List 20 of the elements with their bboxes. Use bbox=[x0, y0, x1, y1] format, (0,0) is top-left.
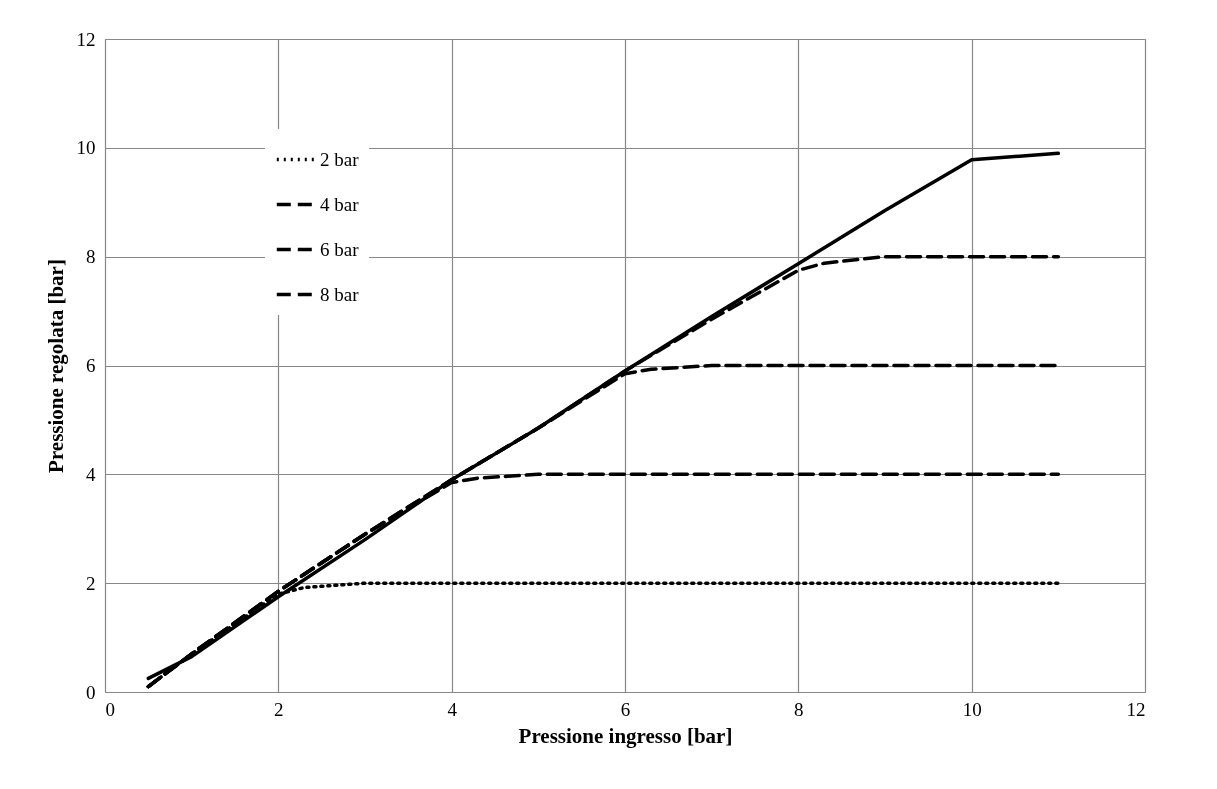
y-tick-label: 8 bbox=[86, 246, 96, 268]
x-tick-label: 8 bbox=[794, 698, 804, 720]
y-tick-label: 4 bbox=[86, 463, 96, 485]
legend-label: 6 bar bbox=[320, 238, 360, 260]
x-tick-label: 0 bbox=[105, 698, 115, 720]
x-tick-label: 4 bbox=[447, 698, 458, 720]
x-tick-label: 12 bbox=[1126, 698, 1146, 720]
y-tick-label: 10 bbox=[76, 137, 96, 159]
x-tick-label: 10 bbox=[962, 698, 982, 720]
x-tick-label: 6 bbox=[620, 698, 631, 720]
y-tick-label: 6 bbox=[86, 355, 96, 376]
x-axis-title: Pressione ingresso [bar] bbox=[518, 723, 733, 748]
legend-label: 4 bar bbox=[320, 193, 360, 215]
y-tick-label: 2 bbox=[86, 572, 96, 594]
y-tick-label: 0 bbox=[86, 681, 96, 703]
x-tick-label: 2 bbox=[274, 698, 284, 720]
y-axis-title: Pressione regolata [bar] bbox=[43, 259, 68, 473]
legend-label: 2 bar bbox=[320, 148, 360, 170]
legend-label: 8 bar bbox=[320, 283, 360, 305]
y-tick-label: 12 bbox=[76, 28, 96, 50]
